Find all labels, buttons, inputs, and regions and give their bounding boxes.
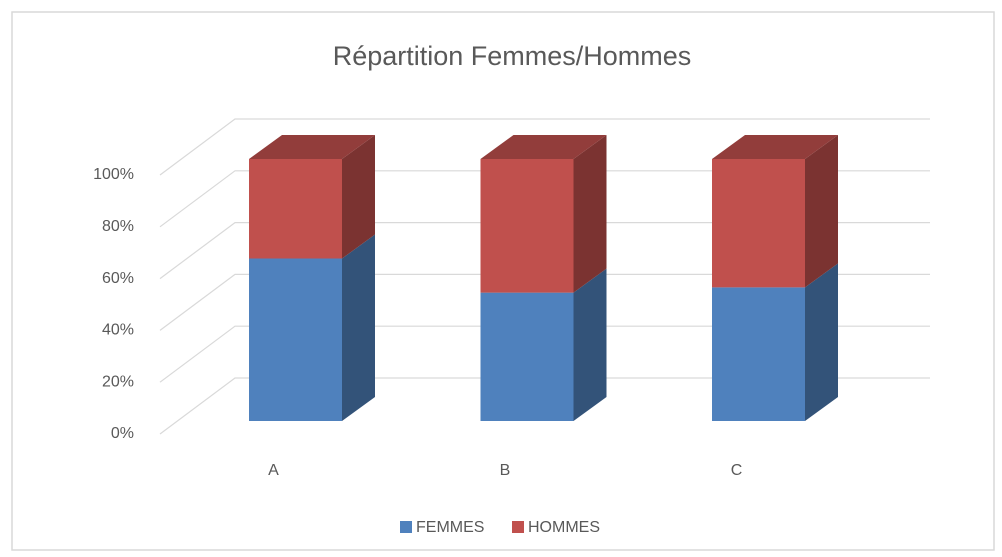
legend-label: HOMMES <box>528 519 600 536</box>
bar-side <box>805 135 838 288</box>
x-tick-label: C <box>731 462 743 479</box>
grid-line <box>159 222 930 280</box>
bar-front <box>712 287 805 421</box>
bar-front <box>249 159 342 259</box>
bar-segment <box>249 135 375 259</box>
bar-side <box>805 263 838 421</box>
bar-side <box>342 234 375 421</box>
y-tick-label: 80% <box>102 218 134 235</box>
x-tick-label: A <box>268 462 279 479</box>
legend-swatch <box>512 521 524 533</box>
bar-top <box>249 135 375 159</box>
y-tick-label: 100% <box>93 166 134 183</box>
grid-line <box>159 377 930 435</box>
bar-front <box>480 159 574 293</box>
grid-line <box>159 273 930 331</box>
chart-title: Répartition Femmes/Hommes <box>333 41 692 71</box>
y-tick-label: 60% <box>102 270 134 287</box>
grid-line <box>159 325 930 383</box>
bar-segment <box>712 263 838 421</box>
y-tick-label: 40% <box>102 322 134 339</box>
grid-line <box>159 118 930 176</box>
legend-swatch <box>400 521 412 533</box>
grid-line <box>159 170 930 228</box>
bar-segment <box>249 234 375 421</box>
bar-top <box>712 135 838 159</box>
y-tick-label: 20% <box>102 373 134 390</box>
bar-segment <box>480 135 607 293</box>
bar-front <box>480 292 574 421</box>
bar-top <box>480 135 607 159</box>
y-tick-label: 0% <box>111 425 134 442</box>
legend-label: FEMMES <box>416 519 484 536</box>
bar-side <box>573 135 607 293</box>
bar-segment <box>480 268 607 421</box>
bar-side <box>342 135 375 259</box>
bar-segment <box>712 135 838 288</box>
bar-front <box>249 258 342 421</box>
bar-front <box>712 159 805 288</box>
bar-side <box>573 268 607 421</box>
x-tick-label: B <box>500 462 511 479</box>
